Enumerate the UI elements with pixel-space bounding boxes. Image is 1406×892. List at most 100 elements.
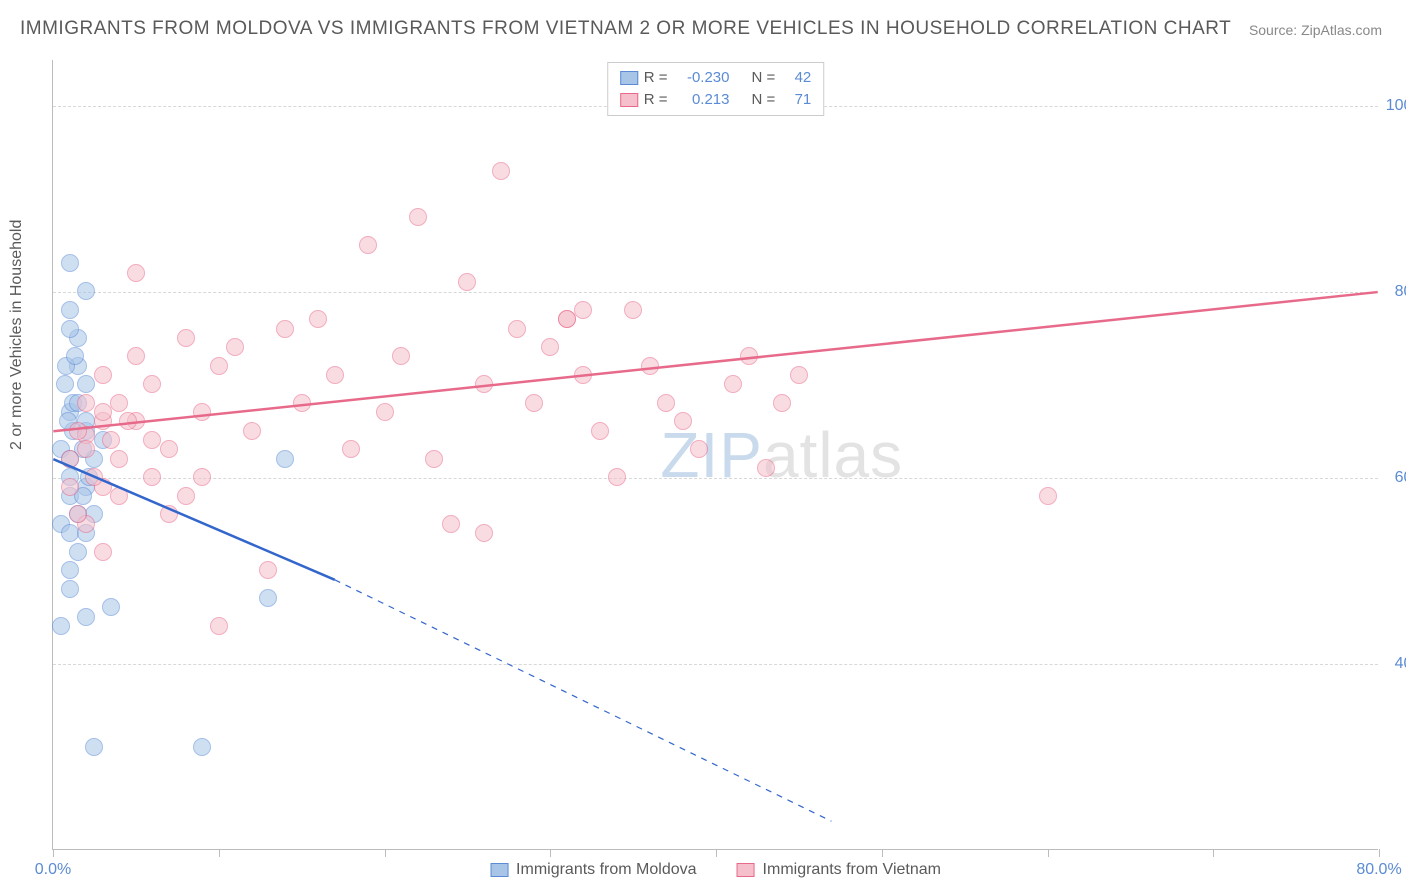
scatter-point xyxy=(293,394,311,412)
legend-item-moldova: Immigrants from Moldova xyxy=(490,861,697,879)
scatter-point xyxy=(160,505,178,523)
scatter-point xyxy=(61,580,79,598)
scatter-point xyxy=(790,366,808,384)
y-tick-label: 100.0% xyxy=(1386,97,1406,115)
scatter-point xyxy=(657,394,675,412)
scatter-point xyxy=(110,450,128,468)
scatter-point xyxy=(193,403,211,421)
scatter-point xyxy=(757,459,775,477)
n-value-vietnam: 71 xyxy=(781,89,811,111)
scatter-point xyxy=(376,403,394,421)
legend-item-vietnam: Immigrants from Vietnam xyxy=(737,861,941,879)
scatter-point xyxy=(359,236,377,254)
swatch-vietnam xyxy=(620,93,638,107)
n-value-moldova: 42 xyxy=(781,67,811,89)
scatter-point xyxy=(119,412,137,430)
legend-series: Immigrants from Moldova Immigrants from … xyxy=(490,861,941,879)
scatter-point xyxy=(85,468,103,486)
scatter-point xyxy=(110,487,128,505)
gridline-h xyxy=(53,478,1378,479)
scatter-point xyxy=(127,264,145,282)
r-label: R = xyxy=(644,89,668,111)
scatter-point xyxy=(102,598,120,616)
n-label: N = xyxy=(752,67,776,89)
scatter-point xyxy=(392,347,410,365)
scatter-point xyxy=(773,394,791,412)
r-label: R = xyxy=(644,67,668,89)
chart-plot-area: ZIPatlas R = -0.230 N = 42 R = 0.213 N =… xyxy=(52,60,1378,850)
scatter-point xyxy=(624,301,642,319)
scatter-point xyxy=(342,440,360,458)
scatter-point xyxy=(210,357,228,375)
scatter-point xyxy=(442,515,460,533)
y-tick-label: 80.0% xyxy=(1395,283,1406,301)
scatter-point xyxy=(61,301,79,319)
scatter-point xyxy=(425,450,443,468)
legend-row-vietnam: R = 0.213 N = 71 xyxy=(620,89,812,111)
scatter-point xyxy=(77,394,95,412)
x-tick xyxy=(1048,849,1049,857)
scatter-point xyxy=(102,431,120,449)
gridline-h xyxy=(53,664,1378,665)
scatter-point xyxy=(127,347,145,365)
scatter-point xyxy=(193,738,211,756)
scatter-point xyxy=(77,440,95,458)
legend-row-moldova: R = -0.230 N = 42 xyxy=(620,67,812,89)
scatter-point xyxy=(143,375,161,393)
watermark-zip: ZIP xyxy=(660,419,763,491)
scatter-point xyxy=(525,394,543,412)
scatter-point xyxy=(690,440,708,458)
scatter-point xyxy=(508,320,526,338)
legend-statistics: R = -0.230 N = 42 R = 0.213 N = 71 xyxy=(607,62,825,116)
x-tick xyxy=(882,849,883,857)
scatter-point xyxy=(177,487,195,505)
gridline-h xyxy=(53,292,1378,293)
y-tick-label: 40.0% xyxy=(1395,655,1406,673)
trend-line-extrapolated xyxy=(335,580,832,821)
x-tick xyxy=(1379,849,1380,857)
scatter-point xyxy=(61,478,79,496)
scatter-point xyxy=(143,468,161,486)
chart-title: IMMIGRANTS FROM MOLDOVA VS IMMIGRANTS FR… xyxy=(20,18,1231,40)
scatter-point xyxy=(77,375,95,393)
y-tick-label: 60.0% xyxy=(1395,469,1406,487)
x-tick xyxy=(550,849,551,857)
scatter-point xyxy=(591,422,609,440)
trend-lines-layer xyxy=(53,60,1378,849)
scatter-point xyxy=(61,320,79,338)
scatter-point xyxy=(724,375,742,393)
swatch-moldova-bottom xyxy=(490,863,508,877)
legend-label-moldova: Immigrants from Moldova xyxy=(516,861,697,879)
scatter-point xyxy=(574,301,592,319)
x-tick xyxy=(1213,849,1214,857)
x-tick xyxy=(716,849,717,857)
x-tick xyxy=(385,849,386,857)
n-label: N = xyxy=(752,89,776,111)
scatter-point xyxy=(574,366,592,384)
watermark-atlas: atlas xyxy=(763,419,903,491)
scatter-point xyxy=(52,617,70,635)
scatter-point xyxy=(61,561,79,579)
scatter-point xyxy=(492,162,510,180)
scatter-point xyxy=(56,375,74,393)
scatter-point xyxy=(160,440,178,458)
scatter-point xyxy=(110,394,128,412)
scatter-point xyxy=(77,282,95,300)
scatter-point xyxy=(143,431,161,449)
scatter-point xyxy=(66,347,84,365)
x-tick xyxy=(53,849,54,857)
scatter-point xyxy=(94,403,112,421)
x-tick-label: 80.0% xyxy=(1356,861,1401,879)
scatter-point xyxy=(61,254,79,272)
scatter-point xyxy=(243,422,261,440)
scatter-point xyxy=(1039,487,1057,505)
x-tick xyxy=(219,849,220,857)
scatter-point xyxy=(608,468,626,486)
scatter-point xyxy=(77,608,95,626)
scatter-point xyxy=(94,543,112,561)
scatter-point xyxy=(326,366,344,384)
scatter-point xyxy=(276,450,294,468)
scatter-point xyxy=(259,589,277,607)
scatter-point xyxy=(61,524,79,542)
scatter-point xyxy=(177,329,195,347)
